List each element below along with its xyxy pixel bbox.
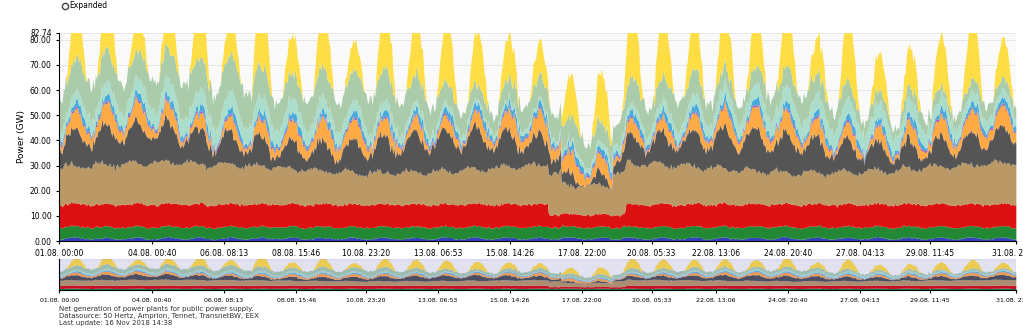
Bar xyxy=(59,259,1016,290)
Y-axis label: Power (GW): Power (GW) xyxy=(16,111,26,163)
Text: Net generation of power plants for public power supply.
Datasource: 50 Hertz, Am: Net generation of power plants for publi… xyxy=(59,306,259,326)
X-axis label: Date: Date xyxy=(527,260,548,270)
